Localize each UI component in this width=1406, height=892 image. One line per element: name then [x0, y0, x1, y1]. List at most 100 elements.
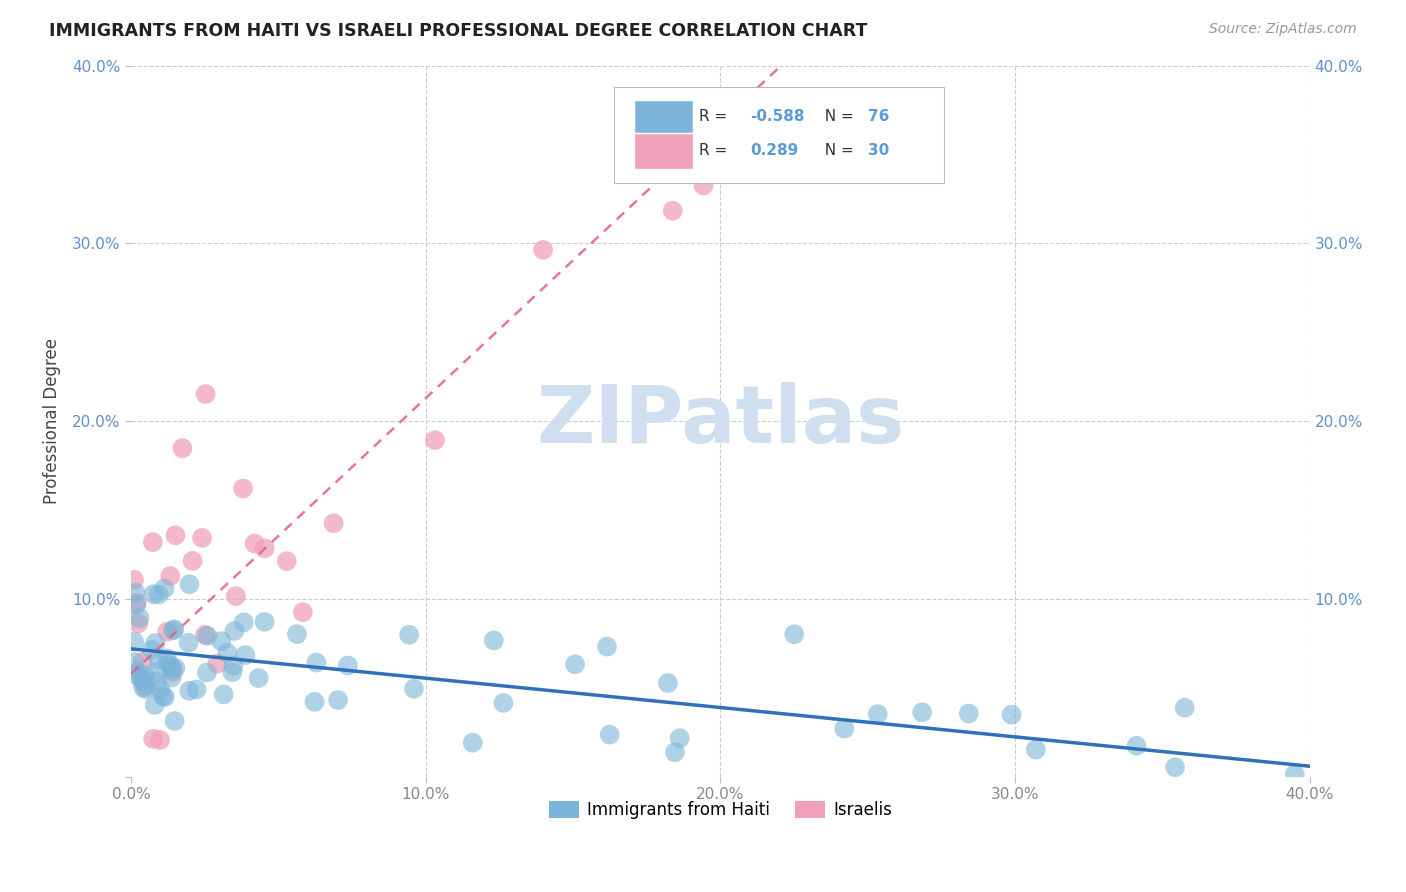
Text: R =: R =: [699, 143, 737, 158]
Point: [834, 722, 856, 736]
Point: [235, 648, 257, 662]
Point: [122, 573, 145, 587]
Point: [668, 731, 690, 745]
Point: [232, 482, 254, 496]
Point: [291, 605, 314, 619]
Point: [149, 733, 172, 747]
Point: [125, 596, 148, 610]
Point: [423, 433, 446, 447]
Point: [195, 629, 218, 643]
Text: 76: 76: [868, 110, 889, 124]
Point: [149, 682, 172, 697]
Point: [191, 531, 214, 545]
Point: [165, 661, 187, 675]
Text: R =: R =: [699, 110, 733, 124]
Point: [461, 736, 484, 750]
Y-axis label: Professional Degree: Professional Degree: [44, 338, 60, 504]
Text: Source: ZipAtlas.com: Source: ZipAtlas.com: [1209, 22, 1357, 37]
Point: [148, 652, 170, 666]
Point: [253, 615, 276, 629]
Point: [564, 657, 586, 672]
Point: [162, 624, 184, 638]
Point: [145, 665, 167, 679]
FancyBboxPatch shape: [614, 87, 945, 183]
Point: [160, 660, 183, 674]
Point: [596, 640, 619, 654]
Point: [398, 628, 420, 642]
Point: [153, 582, 176, 596]
Point: [134, 681, 156, 696]
Point: [186, 682, 208, 697]
Legend: Immigrants from Haiti, Israelis: Immigrants from Haiti, Israelis: [541, 794, 898, 825]
Text: N =: N =: [814, 143, 858, 158]
Point: [146, 673, 169, 688]
Point: [131, 674, 153, 689]
Point: [657, 676, 679, 690]
Point: [221, 665, 243, 680]
Point: [222, 658, 245, 673]
Text: ZIPatlas: ZIPatlas: [536, 383, 904, 460]
Point: [134, 668, 156, 682]
Text: IMMIGRANTS FROM HAITI VS ISRAELI PROFESSIONAL DEGREE CORRELATION CHART: IMMIGRANTS FROM HAITI VS ISRAELI PROFESS…: [49, 22, 868, 40]
Point: [1125, 739, 1147, 753]
Point: [148, 587, 170, 601]
Text: N =: N =: [814, 110, 858, 124]
Point: [224, 624, 246, 638]
Point: [247, 671, 270, 685]
Point: [232, 615, 254, 630]
Point: [165, 528, 187, 542]
Point: [1174, 700, 1197, 714]
Point: [599, 727, 621, 741]
Point: [1000, 707, 1022, 722]
Point: [163, 714, 186, 728]
Point: [162, 663, 184, 677]
Point: [131, 655, 153, 669]
Text: -0.588: -0.588: [749, 110, 804, 124]
Point: [179, 684, 201, 698]
Point: [531, 243, 554, 257]
Point: [285, 627, 308, 641]
Point: [152, 689, 174, 703]
Point: [162, 665, 184, 679]
Point: [157, 657, 180, 672]
Point: [141, 643, 163, 657]
Point: [181, 554, 204, 568]
Point: [142, 535, 165, 549]
Point: [128, 611, 150, 625]
Point: [276, 554, 298, 568]
Point: [1025, 742, 1047, 756]
Point: [911, 706, 934, 720]
Point: [641, 141, 664, 155]
Point: [661, 203, 683, 218]
Point: [866, 707, 889, 722]
Point: [122, 634, 145, 648]
Point: [195, 665, 218, 680]
Point: [131, 672, 153, 686]
Point: [156, 624, 179, 639]
Point: [253, 541, 276, 556]
Point: [664, 745, 686, 759]
FancyBboxPatch shape: [634, 133, 693, 169]
Point: [127, 616, 149, 631]
Point: [692, 178, 714, 193]
Point: [305, 656, 328, 670]
Point: [1284, 767, 1306, 781]
Point: [142, 587, 165, 601]
Point: [1164, 760, 1187, 774]
Point: [326, 693, 349, 707]
Point: [194, 628, 217, 642]
Point: [125, 598, 148, 612]
Point: [163, 622, 186, 636]
Point: [492, 696, 515, 710]
Text: 0.289: 0.289: [749, 143, 799, 158]
Point: [125, 667, 148, 681]
Point: [179, 577, 201, 591]
Point: [322, 516, 344, 531]
Point: [304, 695, 326, 709]
Point: [143, 698, 166, 712]
Point: [243, 536, 266, 550]
Point: [156, 651, 179, 665]
Point: [124, 585, 146, 599]
Point: [225, 589, 247, 603]
Point: [145, 636, 167, 650]
